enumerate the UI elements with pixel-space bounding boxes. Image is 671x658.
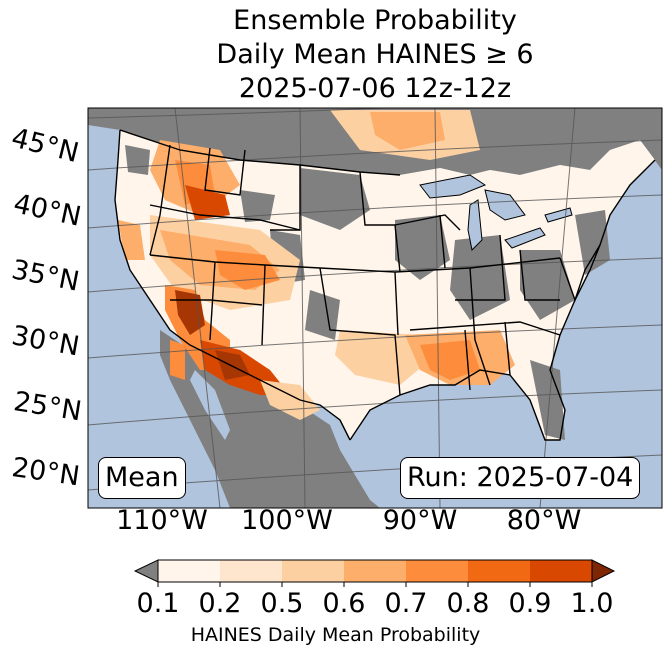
colorbar-tick-label: 0.1 bbox=[136, 588, 180, 619]
nodata-patches bbox=[125, 145, 610, 440]
map-frame bbox=[87, 107, 663, 509]
colorbar-tick-label: 0.2 bbox=[198, 588, 242, 619]
colorbar-tick-label: 0.8 bbox=[446, 588, 490, 619]
colorbar-under-arrow bbox=[133, 559, 159, 583]
colorbar-segment bbox=[344, 560, 407, 582]
title-line-1: Ensemble Probability bbox=[233, 5, 517, 36]
colorbar-tick-label: 0.6 bbox=[322, 588, 366, 619]
colorbar-segments bbox=[157, 560, 593, 587]
colorbar-segment bbox=[220, 560, 283, 582]
colorbar-outline bbox=[157, 559, 593, 583]
colorbar-segment bbox=[406, 560, 469, 582]
colorbar-segment bbox=[530, 560, 593, 582]
state-borders bbox=[114, 129, 656, 441]
colorbar-tick-label: 0.9 bbox=[508, 588, 552, 619]
stat-label-box: Mean bbox=[98, 457, 186, 499]
run-label-box: Run: 2025-07-04 bbox=[400, 457, 641, 499]
lon-label-90w: 90°W bbox=[382, 505, 458, 536]
colorbar-segment bbox=[468, 560, 531, 582]
colorbar-over-arrow bbox=[591, 559, 616, 583]
colorbar-segment bbox=[158, 560, 221, 582]
colorbar-segment bbox=[282, 560, 345, 582]
colorbar-tick-label: 0.5 bbox=[260, 588, 304, 619]
colorbar-tick-label: 1.0 bbox=[570, 588, 614, 619]
great-lakes bbox=[419, 174, 573, 252]
title-line-3: 2025-07-06 12z-12z bbox=[238, 73, 512, 104]
lon-label-110w: 110°W bbox=[116, 505, 208, 536]
title-line-2: Daily Mean HAINES ≥ 6 bbox=[216, 39, 534, 70]
lon-label-80w: 80°W bbox=[506, 505, 582, 536]
colorbar-label: HAINES Daily Mean Probability bbox=[190, 624, 481, 646]
lon-label-100w: 100°W bbox=[241, 505, 333, 536]
colorbar-tick-label: 0.7 bbox=[384, 588, 428, 619]
map-title: Ensemble Probability Daily Mean HAINES ≥… bbox=[88, 4, 662, 106]
gulf-of-california bbox=[190, 370, 230, 440]
